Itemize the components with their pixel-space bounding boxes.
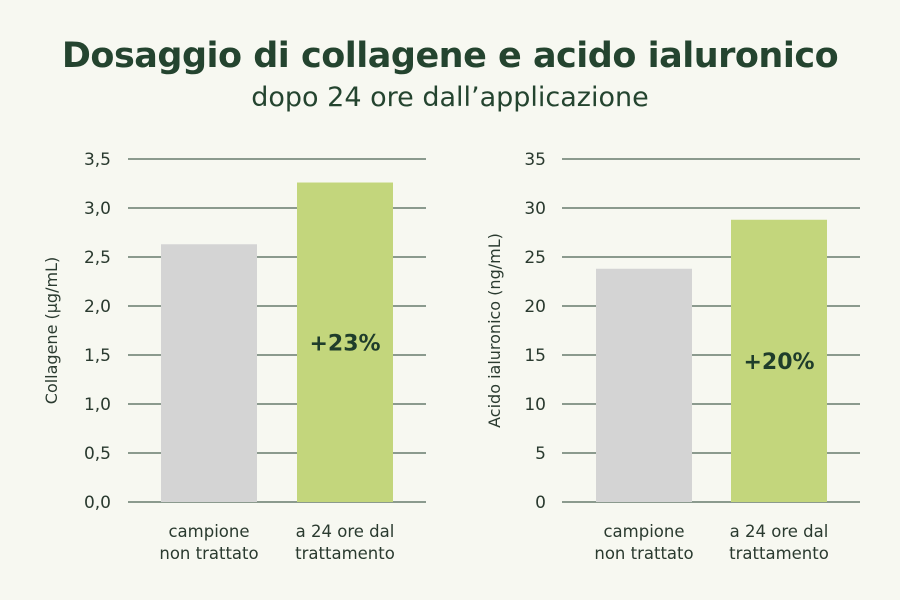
y-tick-label: 2,5 [84, 248, 111, 268]
y-axis-label: Collagene (µg/mL) [42, 257, 61, 404]
y-tick-label: 35 [524, 150, 546, 170]
bar-untreated [596, 268, 692, 502]
percent-increase-label: +20% [743, 350, 814, 375]
x-category-label: non trattato [159, 544, 258, 563]
y-tick-label: 20 [524, 297, 546, 317]
chart-subtitle: dopo 24 ore dall’applicazione [251, 82, 649, 113]
y-tick-label: 1,0 [84, 395, 111, 415]
y-tick-label: 0,0 [84, 493, 111, 513]
y-tick-label: 2,0 [84, 297, 111, 317]
x-category-label: non trattato [594, 544, 693, 563]
x-category-label: a 24 ore dal [730, 522, 829, 541]
y-tick-label: 0 [535, 493, 546, 513]
y-axis-label: Acido ialuronico (ng/mL) [485, 233, 504, 428]
y-tick-label: 10 [524, 395, 546, 415]
y-tick-label: 15 [524, 346, 546, 366]
y-tick-label: 0,5 [84, 444, 111, 464]
x-category-label: a 24 ore dal [296, 522, 395, 541]
x-category-label: campione [603, 522, 684, 541]
x-category-label: trattamento [729, 544, 829, 563]
y-tick-label: 3,5 [84, 150, 111, 170]
y-tick-label: 3,0 [84, 199, 111, 219]
y-tick-label: 5 [535, 444, 546, 464]
bar-treated [731, 219, 827, 502]
percent-increase-label: +23% [309, 331, 380, 356]
bar-treated [297, 182, 393, 502]
bar-untreated [161, 244, 257, 502]
chart-title: Dosaggio di collagene e acido ialuronico [61, 36, 839, 76]
y-tick-label: 30 [524, 199, 546, 219]
x-category-label: trattamento [295, 544, 395, 563]
x-category-label: campione [168, 522, 249, 541]
y-tick-label: 25 [524, 248, 546, 268]
y-tick-label: 1,5 [84, 346, 111, 366]
